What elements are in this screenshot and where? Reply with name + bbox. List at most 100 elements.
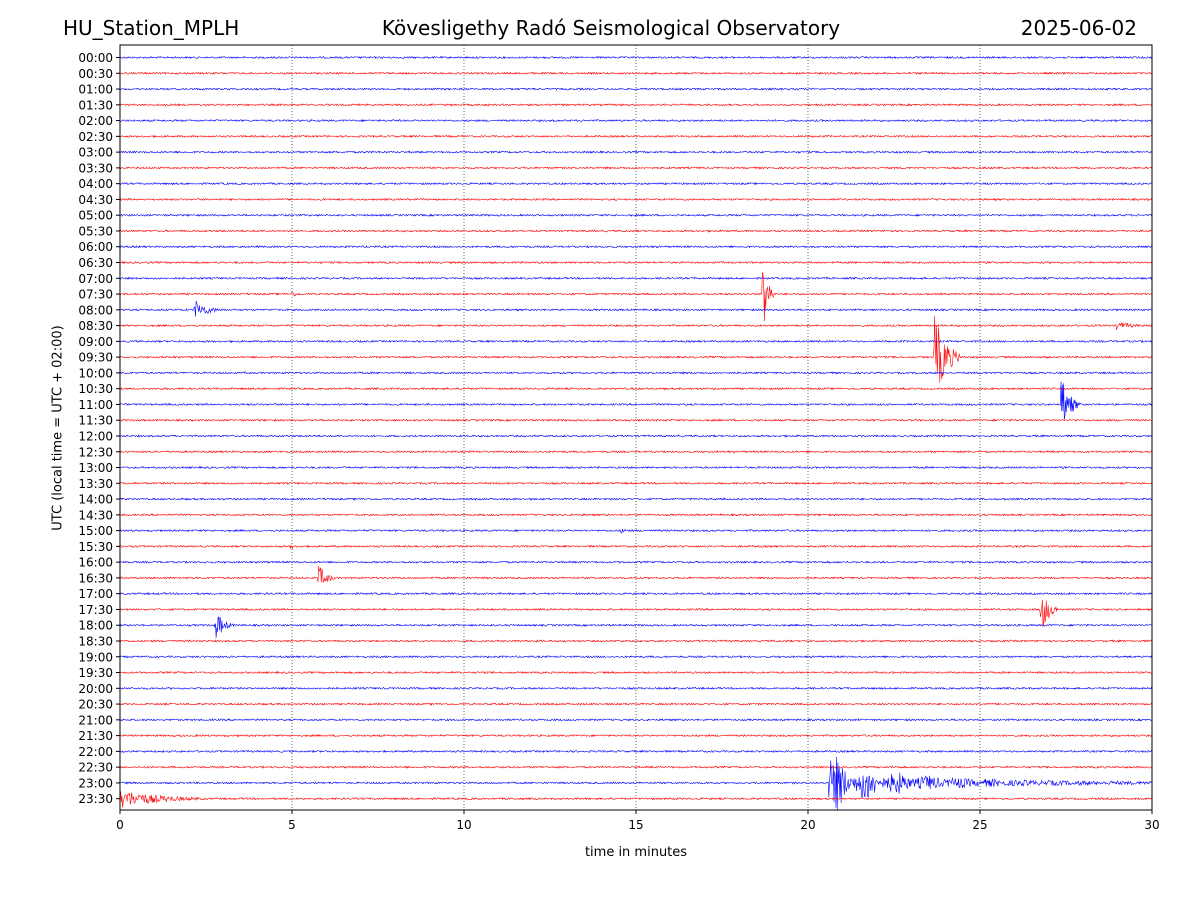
trace-1700 [119,591,1153,596]
trace-2200 [119,749,1153,754]
y-tick-label: 07:00 [78,272,113,286]
x-tick-label: 15 [628,818,643,832]
trace-1500 [119,528,1153,534]
trace-0300 [119,150,1153,154]
y-tick-label: 15:00 [78,524,113,538]
trace-0830 [119,321,1153,330]
trace-1900 [119,655,1153,659]
y-tick-label: 07:30 [78,288,113,302]
y-tick-label: 23:00 [78,776,113,790]
trace-1800 [119,616,1153,638]
y-tick-label: 23:30 [78,792,113,806]
y-tick-label: 08:30 [78,319,113,333]
trace-0130 [119,103,1153,107]
y-tick-label: 15:30 [78,540,113,554]
y-tick-label: 21:00 [78,713,113,727]
x-tick-label: 20 [800,818,815,832]
y-tick-label: 14:30 [78,508,113,522]
trace-0030 [119,71,1153,75]
trace-0730 [119,272,1153,322]
trace-0700 [119,276,1153,281]
trace-1430 [119,513,1153,517]
trace-1400 [119,497,1153,501]
trace-1730 [119,599,1153,627]
grid-lines [291,45,981,810]
y-tick-label: 04:00 [78,177,113,191]
y-tick-label: 14:00 [78,493,113,507]
y-tick-label: 10:00 [78,366,113,380]
trace-1930 [119,670,1153,675]
trace-1330 [119,481,1153,486]
seismic-traces [119,55,1153,810]
x-tick-label: 25 [972,818,987,832]
y-tick-label: 20:00 [78,682,113,696]
trace-1100 [119,381,1153,420]
y-tick-label: 05:30 [78,224,113,238]
y-tick-label: 13:30 [78,477,113,491]
trace-0100 [119,87,1153,91]
x-axis-label: time in minutes [584,845,688,860]
y-tick-label: 11:00 [78,398,113,412]
trace-1200 [119,434,1153,438]
y-tick-label: 10:30 [78,382,113,396]
y-tick-label: 08:00 [78,303,113,317]
y-tick-label: 22:00 [78,745,113,759]
trace-1230 [119,450,1153,454]
trace-2030 [119,702,1153,706]
y-tick-label: 12:00 [78,429,113,443]
trace-0800 [119,300,1153,317]
trace-2230 [119,765,1153,769]
trace-0900 [119,339,1153,344]
x-tick-label: 0 [116,818,124,832]
y-tick-label: 20:30 [78,698,113,712]
y-tick-label: 05:00 [78,209,113,223]
trace-0530 [119,229,1153,233]
trace-2000 [119,686,1153,691]
trace-2100 [119,718,1153,722]
y-tick-label: 17:00 [78,587,113,601]
trace-0330 [119,166,1153,170]
trace-1530 [119,544,1153,550]
station-name: HU_Station_MPLH [63,16,240,40]
trace-1000 [119,371,1153,375]
trace-2300 [119,756,1153,810]
y-tick-label: 13:00 [78,461,113,475]
y-tick-label: 02:00 [78,114,113,128]
y-tick-label: 22:30 [78,761,113,775]
trace-0400 [119,181,1153,186]
y-tick-label: 02:30 [78,130,113,144]
x-tick-label: 30 [1144,818,1159,832]
y-tick-label: 19:00 [78,650,113,664]
trace-1630 [119,566,1153,584]
chart-date: 2025-06-02 [1020,16,1137,40]
y-tick-label: 09:00 [78,335,113,349]
trace-1830 [119,639,1153,643]
trace-0000 [119,55,1153,60]
trace-2130 [119,733,1153,738]
y-tick-label: 12:30 [78,445,113,459]
y-tick-label: 03:30 [78,161,113,175]
y-tick-label: 21:30 [78,729,113,743]
y-tick-label: 04:30 [78,193,113,207]
y-tick-label: 19:30 [78,666,113,680]
trace-0500 [119,213,1153,217]
x-axis-ticks: 0 5 10 15 20 25 30 [116,810,1160,832]
y-tick-label: 03:00 [78,146,113,160]
y-tick-label: 16:00 [78,556,113,570]
y-tick-label: 06:00 [78,240,113,254]
y-tick-label: 16:30 [78,571,113,585]
trace-0230 [119,134,1153,138]
y-axis-label: UTC (local time = UTC + 02:00) [50,325,66,531]
y-tick-label: 00:00 [78,51,113,65]
y-tick-label: 09:30 [78,351,113,365]
y-tick-label: 11:30 [78,414,113,428]
trace-0430 [119,197,1153,202]
y-tick-label: 17:30 [78,603,113,617]
trace-1130 [119,418,1153,422]
trace-0930 [119,316,1153,383]
x-tick-label: 10 [456,818,471,832]
trace-0600 [119,244,1153,249]
x-tick-label: 5 [288,818,296,832]
